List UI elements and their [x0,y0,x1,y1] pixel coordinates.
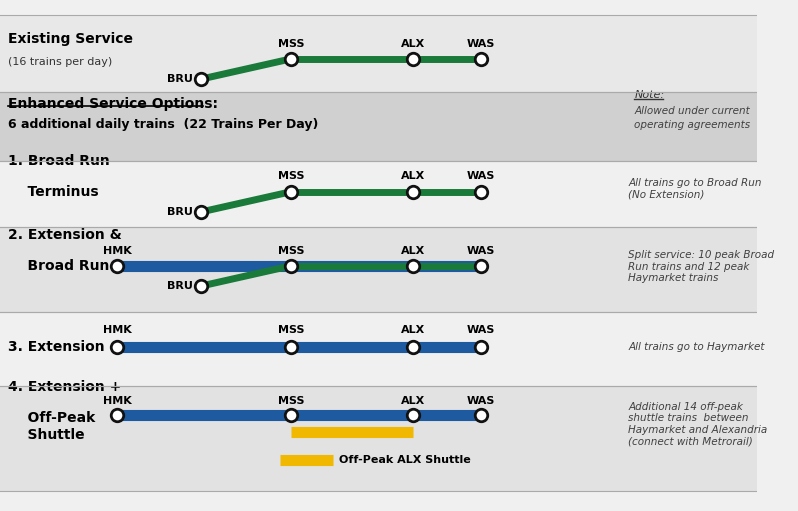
Text: WAS: WAS [467,38,495,49]
Text: MSS: MSS [279,325,305,335]
Text: 4. Extension +: 4. Extension + [7,381,120,394]
Bar [0,161,757,227]
Text: Off-Peak ALX Shuttle: Off-Peak ALX Shuttle [339,455,471,465]
Bar [0,227,757,312]
Text: WAS: WAS [467,245,495,256]
Text: 3. Extension: 3. Extension [7,340,105,355]
Text: 2. Extension &: 2. Extension & [7,228,121,242]
Text: Existing Service: Existing Service [7,32,132,46]
Text: ALX: ALX [401,38,425,49]
Text: BRU: BRU [167,74,193,84]
Text: MSS: MSS [279,171,305,181]
Text: BRU: BRU [167,207,193,217]
Text: Off-Peak: Off-Peak [7,411,95,425]
Bar [0,15,757,92]
Text: BRU: BRU [167,281,193,291]
Text: Allowed under current: Allowed under current [634,106,750,116]
Text: WAS: WAS [467,325,495,335]
Text: HMK: HMK [103,245,132,256]
Text: Broad Run: Broad Run [7,259,109,273]
Text: (16 trains per day): (16 trains per day) [7,57,112,67]
Text: WAS: WAS [467,171,495,181]
Text: 6 additional daily trains  (22 Trains Per Day): 6 additional daily trains (22 Trains Per… [7,118,318,131]
Text: MSS: MSS [279,38,305,49]
Bar [0,92,757,161]
Text: MSS: MSS [279,396,305,406]
Text: Enhanced Service Options:: Enhanced Service Options: [7,97,218,111]
Text: 1. Broad Run: 1. Broad Run [7,154,109,168]
Bar [0,386,757,491]
Text: Terminus: Terminus [7,185,98,199]
Text: HMK: HMK [103,325,132,335]
Text: ALX: ALX [401,171,425,181]
Text: WAS: WAS [467,396,495,406]
Text: ALX: ALX [401,325,425,335]
Text: HMK: HMK [103,396,132,406]
Text: operating agreements: operating agreements [634,120,750,130]
Text: All trains go to Haymarket: All trains go to Haymarket [628,342,764,353]
Text: ALX: ALX [401,396,425,406]
Text: All trains go to Broad Run
(No Extension): All trains go to Broad Run (No Extension… [628,178,762,200]
Text: Split service: 10 peak Broad
Run trains and 12 peak
Haymarket trains: Split service: 10 peak Broad Run trains … [628,250,774,283]
Text: Additional 14 off-peak
shuttle trains  between
Haymarket and Alexandria
(connect: Additional 14 off-peak shuttle trains be… [628,402,768,447]
Text: Note:: Note: [634,90,665,100]
Bar [0,312,757,386]
Text: MSS: MSS [279,245,305,256]
Text: Shuttle: Shuttle [7,428,85,442]
Text: ALX: ALX [401,245,425,256]
